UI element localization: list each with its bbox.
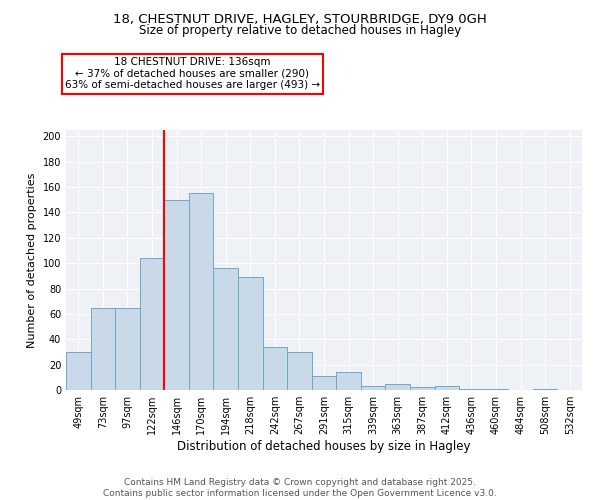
Bar [361, 386, 385, 390]
Bar [140, 258, 164, 390]
Y-axis label: Number of detached properties: Number of detached properties [27, 172, 37, 348]
Bar [533, 388, 557, 390]
Bar [164, 200, 189, 390]
Text: Contains HM Land Registry data © Crown copyright and database right 2025.
Contai: Contains HM Land Registry data © Crown c… [103, 478, 497, 498]
Bar [263, 347, 287, 390]
Bar [410, 388, 434, 390]
Bar [214, 268, 238, 390]
Text: 18 CHESTNUT DRIVE: 136sqm
← 37% of detached houses are smaller (290)
63% of semi: 18 CHESTNUT DRIVE: 136sqm ← 37% of detac… [65, 57, 320, 90]
Bar [434, 386, 459, 390]
Bar [287, 352, 312, 390]
Bar [484, 388, 508, 390]
Bar [336, 372, 361, 390]
Bar [115, 308, 140, 390]
Bar [459, 388, 484, 390]
Bar [385, 384, 410, 390]
Text: Size of property relative to detached houses in Hagley: Size of property relative to detached ho… [139, 24, 461, 37]
Bar [91, 308, 115, 390]
Bar [189, 194, 214, 390]
Bar [238, 277, 263, 390]
Bar [66, 352, 91, 390]
X-axis label: Distribution of detached houses by size in Hagley: Distribution of detached houses by size … [177, 440, 471, 453]
Bar [312, 376, 336, 390]
Text: 18, CHESTNUT DRIVE, HAGLEY, STOURBRIDGE, DY9 0GH: 18, CHESTNUT DRIVE, HAGLEY, STOURBRIDGE,… [113, 12, 487, 26]
